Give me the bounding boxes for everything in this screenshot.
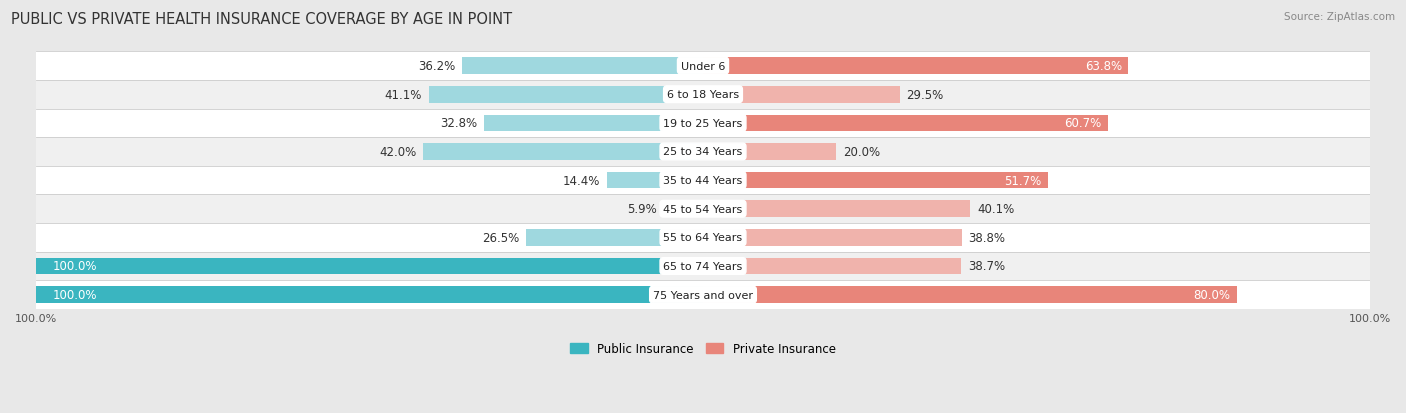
Bar <box>526 230 703 246</box>
Bar <box>484 115 703 132</box>
Bar <box>607 172 703 189</box>
Bar <box>37 223 1369 252</box>
Text: Under 6: Under 6 <box>681 62 725 71</box>
Bar <box>423 144 703 160</box>
Bar <box>703 172 1047 189</box>
Text: 100.0%: 100.0% <box>53 260 97 273</box>
Text: 41.1%: 41.1% <box>385 88 422 102</box>
Text: 32.8%: 32.8% <box>440 117 478 130</box>
Bar <box>703 258 962 275</box>
Text: 20.0%: 20.0% <box>844 146 880 159</box>
Bar <box>664 201 703 218</box>
Legend: Public Insurance, Private Insurance: Public Insurance, Private Insurance <box>565 337 841 360</box>
Bar <box>703 144 837 160</box>
Bar <box>461 58 703 75</box>
Text: 38.7%: 38.7% <box>967 260 1005 273</box>
Text: 36.2%: 36.2% <box>418 60 456 73</box>
Text: 14.4%: 14.4% <box>562 174 600 187</box>
Bar <box>37 52 1369 81</box>
Bar <box>703 230 962 246</box>
Text: 6 to 18 Years: 6 to 18 Years <box>666 90 740 100</box>
Bar <box>37 195 1369 223</box>
Text: 75 Years and over: 75 Years and over <box>652 290 754 300</box>
Bar <box>37 258 703 275</box>
Text: 100.0%: 100.0% <box>53 288 97 301</box>
Bar <box>703 115 1108 132</box>
Text: 55 to 64 Years: 55 to 64 Years <box>664 233 742 243</box>
Bar <box>429 87 703 103</box>
Bar <box>703 58 1129 75</box>
Bar <box>703 201 970 218</box>
Bar <box>37 280 1369 309</box>
Text: 60.7%: 60.7% <box>1064 117 1101 130</box>
Text: 65 to 74 Years: 65 to 74 Years <box>664 261 742 271</box>
Text: 26.5%: 26.5% <box>482 231 520 244</box>
Text: 5.9%: 5.9% <box>627 203 657 216</box>
Bar <box>37 287 703 303</box>
Text: 80.0%: 80.0% <box>1192 288 1230 301</box>
Text: 51.7%: 51.7% <box>1004 174 1040 187</box>
Bar <box>703 287 1236 303</box>
Bar <box>37 138 1369 166</box>
Bar <box>37 109 1369 138</box>
Bar <box>37 166 1369 195</box>
Text: 42.0%: 42.0% <box>380 146 416 159</box>
Bar <box>37 81 1369 109</box>
Text: 29.5%: 29.5% <box>907 88 943 102</box>
Text: PUBLIC VS PRIVATE HEALTH INSURANCE COVERAGE BY AGE IN POINT: PUBLIC VS PRIVATE HEALTH INSURANCE COVER… <box>11 12 512 27</box>
Bar <box>703 87 900 103</box>
Text: 40.1%: 40.1% <box>977 203 1014 216</box>
Text: 38.8%: 38.8% <box>969 231 1005 244</box>
Text: 35 to 44 Years: 35 to 44 Years <box>664 176 742 186</box>
Text: 45 to 54 Years: 45 to 54 Years <box>664 204 742 214</box>
Text: 25 to 34 Years: 25 to 34 Years <box>664 147 742 157</box>
Text: 19 to 25 Years: 19 to 25 Years <box>664 119 742 128</box>
Text: Source: ZipAtlas.com: Source: ZipAtlas.com <box>1284 12 1395 22</box>
Bar <box>37 252 1369 280</box>
Text: 63.8%: 63.8% <box>1084 60 1122 73</box>
